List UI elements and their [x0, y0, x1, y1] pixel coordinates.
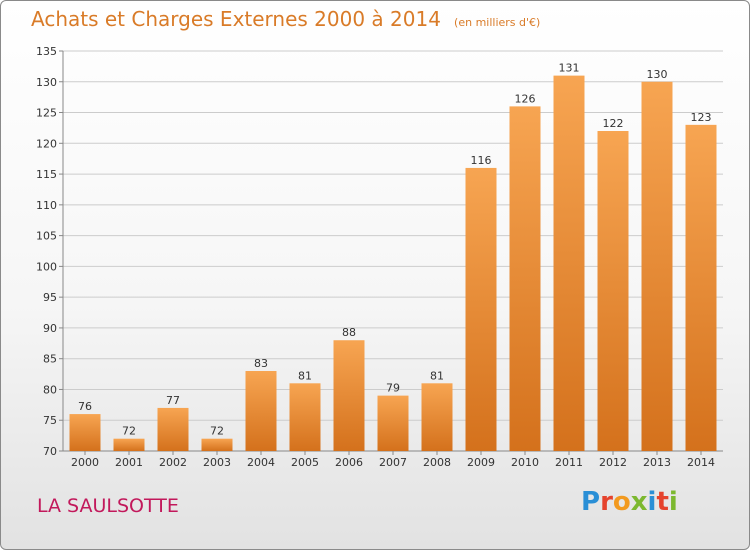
x-tick-label: 2010: [511, 456, 539, 469]
y-tick-label: 135: [36, 45, 57, 58]
commune-name: LA SAULSOTTE: [37, 495, 179, 517]
bar[interactable]: [113, 438, 145, 451]
bar-value-label: 131: [559, 62, 580, 75]
bar[interactable]: [289, 383, 321, 451]
bar[interactable]: [157, 407, 189, 451]
logo-letter: x: [630, 487, 648, 517]
logo-letter: o: [612, 487, 631, 517]
logo-letter: r: [600, 487, 613, 517]
bar-value-label: 77: [166, 394, 180, 407]
bar-value-label: 116: [471, 154, 492, 167]
y-tick-label: 120: [36, 137, 57, 150]
chart-title-row: Achats et Charges Externes 2000 à 2014 (…: [31, 7, 540, 31]
y-tick-label: 125: [36, 107, 57, 120]
y-tick-label: 130: [36, 76, 57, 89]
x-tick-label: 2013: [643, 456, 671, 469]
y-tick-label: 90: [43, 322, 57, 335]
bar[interactable]: [377, 395, 409, 451]
y-tick-label: 115: [36, 168, 57, 181]
x-tick-label: 2006: [335, 456, 363, 469]
bar-value-label: 83: [254, 357, 268, 370]
proxiti-logo[interactable]: Proxiti: [581, 487, 678, 517]
logo-letter: i: [647, 487, 657, 517]
x-tick-label: 2005: [291, 456, 319, 469]
bar[interactable]: [553, 75, 585, 451]
y-tick-label: 80: [43, 383, 57, 396]
bar[interactable]: [69, 414, 101, 451]
x-tick-label: 2000: [71, 456, 99, 469]
x-tick-label: 2011: [555, 456, 583, 469]
x-tick-label: 2004: [247, 456, 275, 469]
bar-value-label: 123: [691, 111, 712, 124]
bar-value-label: 130: [647, 68, 668, 81]
bar[interactable]: [465, 167, 497, 451]
bar-value-label: 79: [386, 382, 400, 395]
labels: 70 75 80 85 90 95 100 105 110 115 120 125 130 135 2000…: [36, 45, 715, 469]
bar-value-label: 72: [122, 425, 136, 438]
y-tick-label: 110: [36, 199, 57, 212]
bar-value-label: 76: [78, 400, 92, 413]
bar[interactable]: [641, 81, 673, 452]
bar[interactable]: [597, 131, 629, 451]
bar-value-label: 88: [342, 326, 356, 339]
x-tick-label: 2003: [203, 456, 231, 469]
x-tick-label: 2001: [115, 456, 143, 469]
y-tick-label: 95: [43, 291, 57, 304]
bar-value-label: 122: [603, 117, 624, 130]
bar[interactable]: [685, 124, 717, 451]
x-tick-label: 2014: [687, 456, 715, 469]
y-tick-label: 100: [36, 260, 57, 273]
y-tick-label: 85: [43, 353, 57, 366]
bar-value-label: 81: [430, 369, 444, 382]
bar[interactable]: [201, 438, 233, 451]
y-tick-label: 105: [36, 230, 57, 243]
x-tick-label: 2012: [599, 456, 627, 469]
chart-title: Achats et Charges Externes 2000 à 2014: [31, 7, 441, 31]
bar-value-label: 81: [298, 369, 312, 382]
x-tick-label: 2002: [159, 456, 187, 469]
bar[interactable]: [509, 106, 541, 451]
bar-value-label: 126: [515, 92, 536, 105]
bars: [69, 75, 717, 452]
x-tick-label: 2009: [467, 456, 495, 469]
x-tick-label: 2007: [379, 456, 407, 469]
logo-letter: t: [656, 487, 669, 517]
bar[interactable]: [421, 383, 453, 451]
bar[interactable]: [333, 340, 365, 451]
bar-value-label: 72: [210, 425, 224, 438]
x-tick-label: 2008: [423, 456, 451, 469]
bar[interactable]: [245, 371, 277, 451]
chart-subtitle: (en milliers d'€): [454, 16, 541, 29]
y-tick-label: 70: [43, 445, 57, 458]
y-tick-label: 75: [43, 414, 57, 427]
logo-letter: i: [668, 487, 678, 517]
logo-letter: P: [581, 487, 601, 517]
